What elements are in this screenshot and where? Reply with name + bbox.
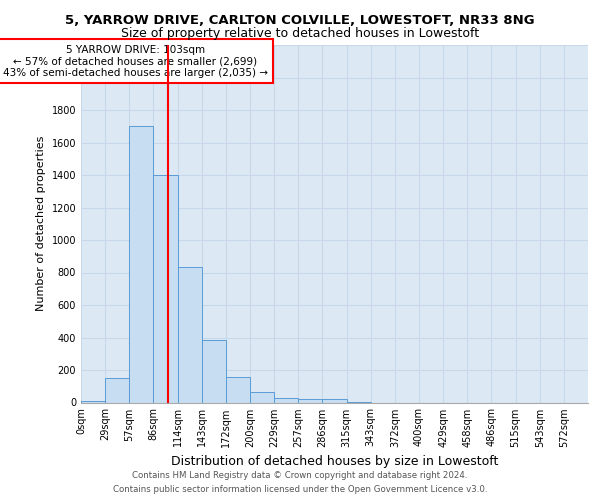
Text: Contains public sector information licensed under the Open Government Licence v3: Contains public sector information licen… — [113, 485, 487, 494]
Text: Contains HM Land Registry data © Crown copyright and database right 2024.: Contains HM Land Registry data © Crown c… — [132, 471, 468, 480]
Bar — [298, 399, 322, 402]
Bar — [250, 392, 274, 402]
Text: 5, YARROW DRIVE, CARLTON COLVILLE, LOWESTOFT, NR33 8NG: 5, YARROW DRIVE, CARLTON COLVILLE, LOWES… — [65, 14, 535, 27]
Bar — [129, 126, 154, 402]
Bar — [154, 175, 178, 402]
Bar — [202, 340, 226, 402]
Text: Size of property relative to detached houses in Lowestoft: Size of property relative to detached ho… — [121, 28, 479, 40]
Text: 5 YARROW DRIVE: 103sqm
← 57% of detached houses are smaller (2,699)
43% of semi-: 5 YARROW DRIVE: 103sqm ← 57% of detached… — [3, 44, 268, 78]
Bar — [226, 376, 250, 402]
X-axis label: Distribution of detached houses by size in Lowestoft: Distribution of detached houses by size … — [171, 455, 498, 468]
Bar — [178, 267, 202, 402]
Bar — [105, 378, 129, 402]
Bar — [322, 399, 347, 402]
Bar — [274, 398, 298, 402]
Bar — [81, 401, 105, 402]
Y-axis label: Number of detached properties: Number of detached properties — [36, 136, 46, 312]
